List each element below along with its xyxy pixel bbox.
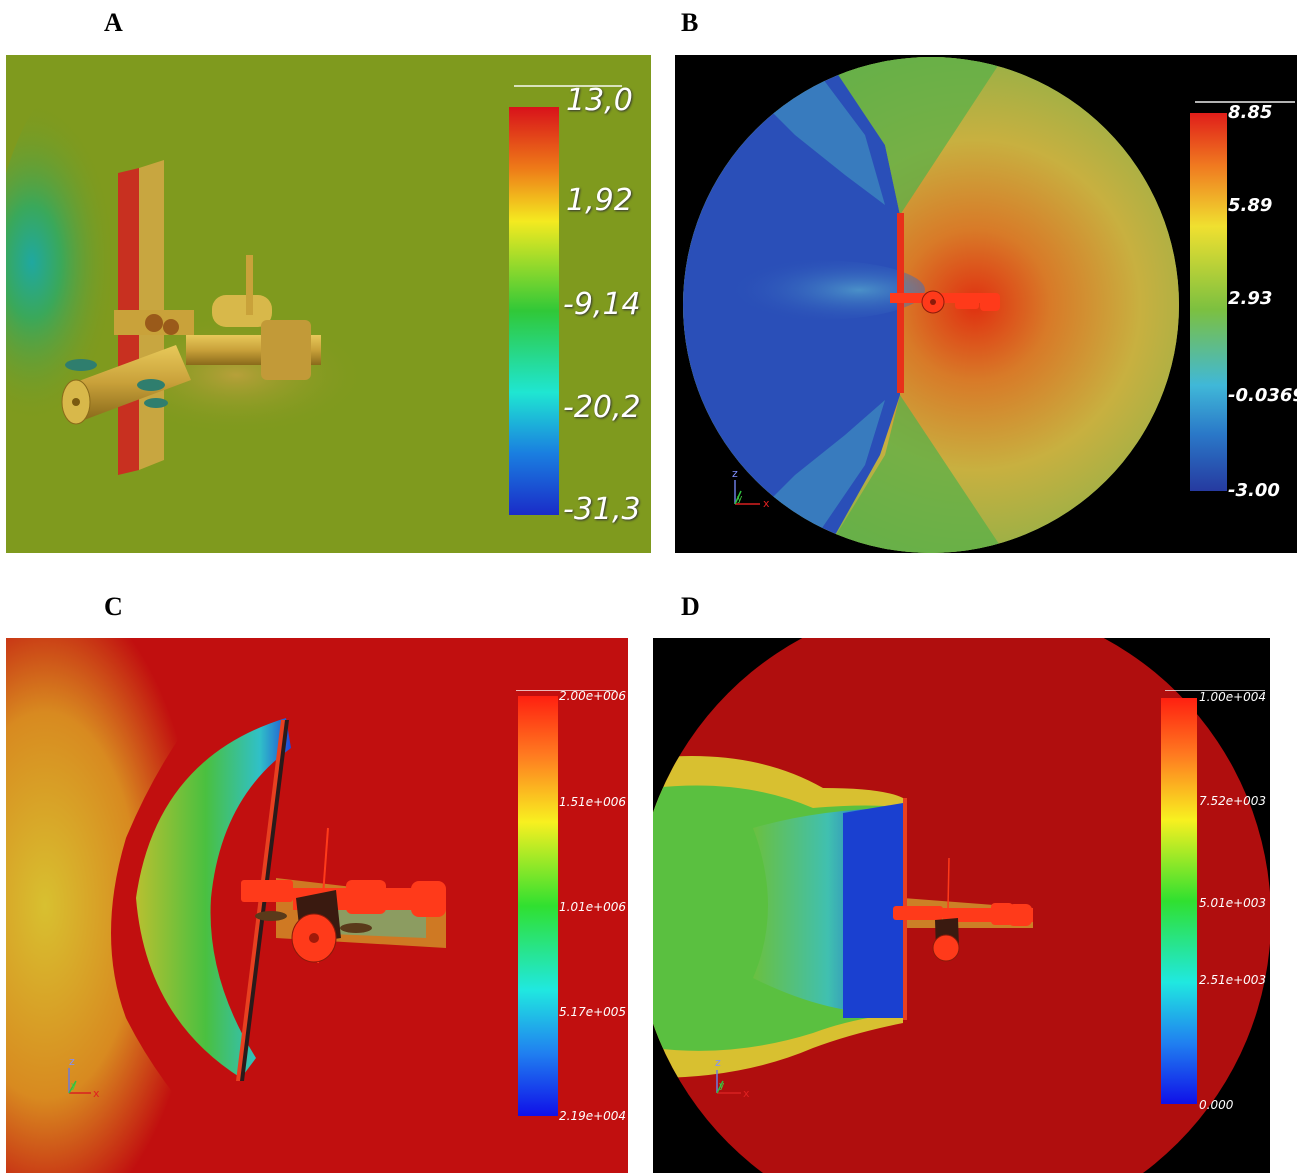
triad-c-z-label: z <box>69 1055 75 1068</box>
colorbar-a-tick-0: 13,0 <box>566 83 633 118</box>
panel-b-plot: z x y <box>683 57 1179 553</box>
colorbar-c-tick-1: 1.51e+006 <box>559 795 627 809</box>
colorbar-d-tick-2: 5.01e+003 <box>1199 896 1267 910</box>
colorbar-b-tick-1: 5.89 <box>1228 195 1273 216</box>
colorbar-d <box>1161 698 1197 1104</box>
triad-d-y-label: y <box>719 1081 725 1091</box>
triad-d-x-label: x <box>743 1087 750 1100</box>
panel-label-b: B <box>681 8 699 37</box>
triad-d-z-label: z <box>715 1056 721 1069</box>
colorbar-a-tick-1: 1,92 <box>566 183 633 218</box>
colorbar-a <box>509 107 559 515</box>
colorbar-b-tick-3: -0.0369 <box>1228 385 1297 406</box>
colorbar-d-tick-4: 0.000 <box>1199 1098 1234 1112</box>
panel-b: z x y 8.85 5.89 2.93 -0.0369 -3.00 <box>675 55 1297 553</box>
colorbar-d-tick-3: 2.51e+003 <box>1199 973 1267 987</box>
colorbar-c-title <box>516 690 616 691</box>
triad-b-y-label: y <box>737 494 743 504</box>
colorbar-a-tick-4: -31,3 <box>563 492 641 527</box>
panel-c: z x y 2.00e+006 1.51e+006 1.01e+006 5.17… <box>6 638 628 1173</box>
panel-label-c: C <box>104 592 123 621</box>
colorbar-c-tick-0: 2.00e+006 <box>559 689 627 703</box>
colorbar-b-tick-4: -3.00 <box>1228 480 1280 501</box>
colorbar-a-title <box>514 85 622 87</box>
colorbar-d-tick-0: 1.00e+004 <box>1199 690 1267 704</box>
triad-b-z-label: z <box>732 467 738 480</box>
triad-b-x-label: x <box>763 497 770 510</box>
panel-label-a: A <box>104 8 123 37</box>
colorbar-b-tick-0: 8.85 <box>1228 102 1273 123</box>
colorbar-b-tick-2: 2.93 <box>1228 288 1273 309</box>
colorbar-d-tick-1: 7.52e+003 <box>1199 794 1267 808</box>
panel-label-d: D <box>681 592 700 621</box>
colorbar-b <box>1190 113 1227 491</box>
colorbar-a-tick-3: -20,2 <box>563 390 641 425</box>
colorbar-c <box>518 696 558 1116</box>
colorbar-d-title <box>1165 690 1265 691</box>
colorbar-c-tick-3: 5.17e+005 <box>559 1005 627 1019</box>
triad-c-x-label: x <box>93 1087 100 1100</box>
colorbar-c-tick-2: 1.01e+006 <box>559 900 627 914</box>
colorbar-a-tick-2: -9,14 <box>563 287 641 322</box>
colorbar-c-tick-4: 2.19e+004 <box>559 1109 627 1123</box>
panel-a: 13,0 1,92 -9,14 -20,2 -31,3 <box>6 55 651 553</box>
colorbar-b-title <box>1195 101 1295 103</box>
panel-d: z x y 1.00e+004 7.52e+003 5.01e+003 2.51… <box>653 638 1270 1173</box>
triad-c-y-label: y <box>71 1081 77 1091</box>
